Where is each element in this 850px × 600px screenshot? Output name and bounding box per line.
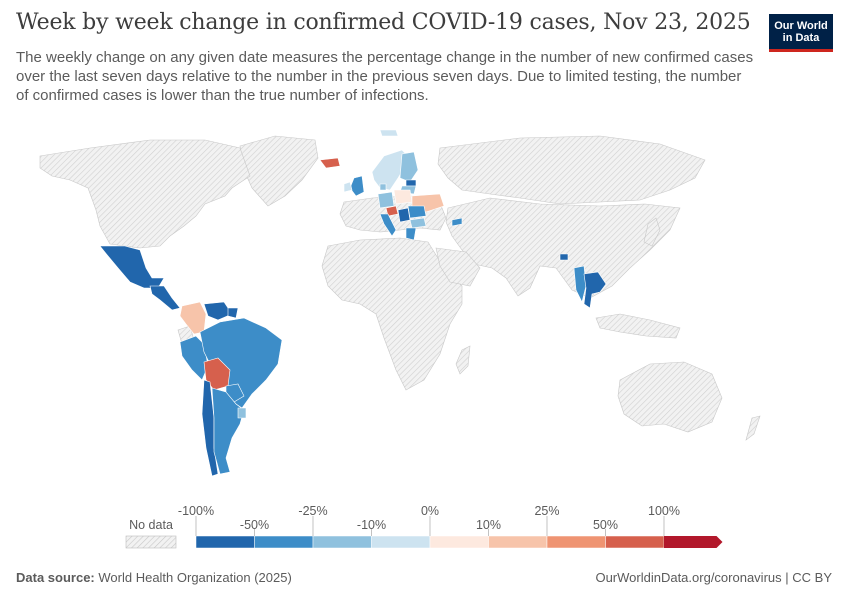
logo-line-2: in Data [782, 32, 820, 44]
region-colombia[interactable] [179, 301, 207, 335]
region-denmark[interactable] [379, 183, 387, 191]
region-poland[interactable] [393, 189, 413, 205]
region-scandinavia[interactable] [371, 149, 411, 191]
region-bulgaria[interactable] [409, 217, 427, 229]
region-mexico[interactable] [99, 245, 165, 289]
region-asia[interactable] [445, 197, 681, 299]
region-estonia[interactable] [405, 179, 417, 187]
legend-swatch [195, 535, 255, 549]
legend-no-data-swatch [125, 535, 177, 549]
legend-tick-label: 50% [593, 518, 618, 532]
legend-swatch [605, 535, 665, 549]
region-se-asia-islands[interactable] [595, 313, 681, 339]
region-guyana[interactable] [227, 307, 239, 319]
chart-subtitle: The weekly change on any given date meas… [16, 49, 754, 104]
legend-tick-label: -100% [178, 504, 214, 518]
region-germany[interactable] [377, 191, 395, 209]
region-romania[interactable] [407, 205, 427, 219]
legend-tick-label: -50% [240, 518, 269, 532]
region-arabia[interactable] [435, 247, 481, 287]
region-north-america[interactable] [39, 139, 251, 249]
footer-attribution: OurWorldinData.org/coronavirus | CC BY [595, 570, 832, 585]
legend-swatch [488, 535, 548, 549]
legend-tick-label: -10% [357, 518, 386, 532]
legend-swatch [546, 535, 606, 549]
legend-tick-label: 0% [421, 504, 439, 518]
legend-swatch [254, 535, 314, 549]
region-central-america[interactable] [149, 285, 181, 311]
legend-tick-label: 25% [534, 504, 559, 518]
legend-no-data-label: No data [129, 518, 173, 532]
region-svalbard[interactable] [379, 129, 399, 137]
region-thailand[interactable] [583, 271, 607, 309]
region-australia[interactable] [617, 361, 723, 433]
legend-tick-label: 10% [476, 518, 501, 532]
region-uruguay[interactable] [237, 407, 247, 419]
region-italy[interactable] [379, 213, 397, 237]
region-united-kingdom[interactable] [349, 175, 365, 197]
legend-swatch [371, 535, 431, 549]
chart-title: Week by week change in confirmed COVID-1… [16, 10, 751, 35]
world-map[interactable] [0, 118, 850, 498]
legend-swatch-overflow [664, 536, 723, 548]
color-legend: No data -100% -50% -25% -10% 0% 10% 25% 50% 100% [125, 504, 723, 549]
legend-tick-label: -25% [298, 504, 327, 518]
region-venezuela[interactable] [203, 301, 233, 321]
region-bhutan[interactable] [559, 253, 569, 261]
region-africa[interactable] [321, 237, 463, 391]
region-finland[interactable] [399, 151, 419, 183]
footer-source: Data source: World Health Organization (… [16, 570, 292, 585]
region-madagascar[interactable] [455, 345, 471, 375]
region-new-zealand[interactable] [745, 415, 761, 441]
region-greenland[interactable] [239, 135, 319, 207]
region-japan[interactable] [643, 217, 661, 247]
legend-swatch [312, 535, 372, 549]
region-russia[interactable] [437, 135, 706, 205]
footer-source-label: Data source: [16, 570, 95, 585]
legend-swatch [429, 535, 489, 549]
region-serbia[interactable] [397, 207, 411, 223]
region-iceland[interactable] [319, 157, 341, 169]
footer-license: CC BY [792, 570, 832, 585]
region-georgia[interactable] [451, 217, 463, 227]
region-greece[interactable] [405, 227, 417, 241]
footer-separator: | [785, 570, 789, 585]
footer-source-value: World Health Organization (2025) [98, 570, 292, 585]
legend-tick-label: 100% [648, 504, 680, 518]
owid-logo[interactable]: Our World in Data [769, 14, 833, 52]
region-slovenia[interactable] [385, 205, 399, 217]
region-myanmar[interactable] [573, 265, 587, 303]
logo-line-1: Our World [774, 20, 828, 32]
region-argentina[interactable] [211, 387, 245, 475]
region-ireland[interactable] [343, 181, 353, 193]
footer-link[interactable]: OurWorldinData.org/coronavirus [595, 570, 782, 585]
